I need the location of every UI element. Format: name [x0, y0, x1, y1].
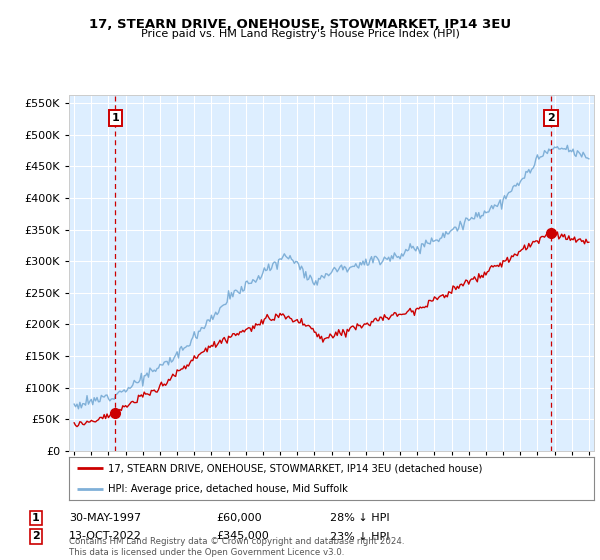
Text: 23% ↓ HPI: 23% ↓ HPI: [330, 531, 389, 542]
Text: 1: 1: [32, 513, 40, 523]
Text: £60,000: £60,000: [216, 513, 262, 523]
Text: 13-OCT-2022: 13-OCT-2022: [69, 531, 142, 542]
Text: 1: 1: [112, 113, 119, 123]
Text: 2: 2: [32, 531, 40, 542]
Text: 17, STEARN DRIVE, ONEHOUSE, STOWMARKET, IP14 3EU (detached house): 17, STEARN DRIVE, ONEHOUSE, STOWMARKET, …: [109, 464, 483, 473]
Text: 17, STEARN DRIVE, ONEHOUSE, STOWMARKET, IP14 3EU: 17, STEARN DRIVE, ONEHOUSE, STOWMARKET, …: [89, 18, 511, 31]
Text: Contains HM Land Registry data © Crown copyright and database right 2024.
This d: Contains HM Land Registry data © Crown c…: [69, 537, 404, 557]
Text: HPI: Average price, detached house, Mid Suffolk: HPI: Average price, detached house, Mid …: [109, 484, 348, 494]
Text: £345,000: £345,000: [216, 531, 269, 542]
Text: 30-MAY-1997: 30-MAY-1997: [69, 513, 141, 523]
Text: Price paid vs. HM Land Registry's House Price Index (HPI): Price paid vs. HM Land Registry's House …: [140, 29, 460, 39]
Text: 28% ↓ HPI: 28% ↓ HPI: [330, 513, 389, 523]
Text: 2: 2: [547, 113, 554, 123]
